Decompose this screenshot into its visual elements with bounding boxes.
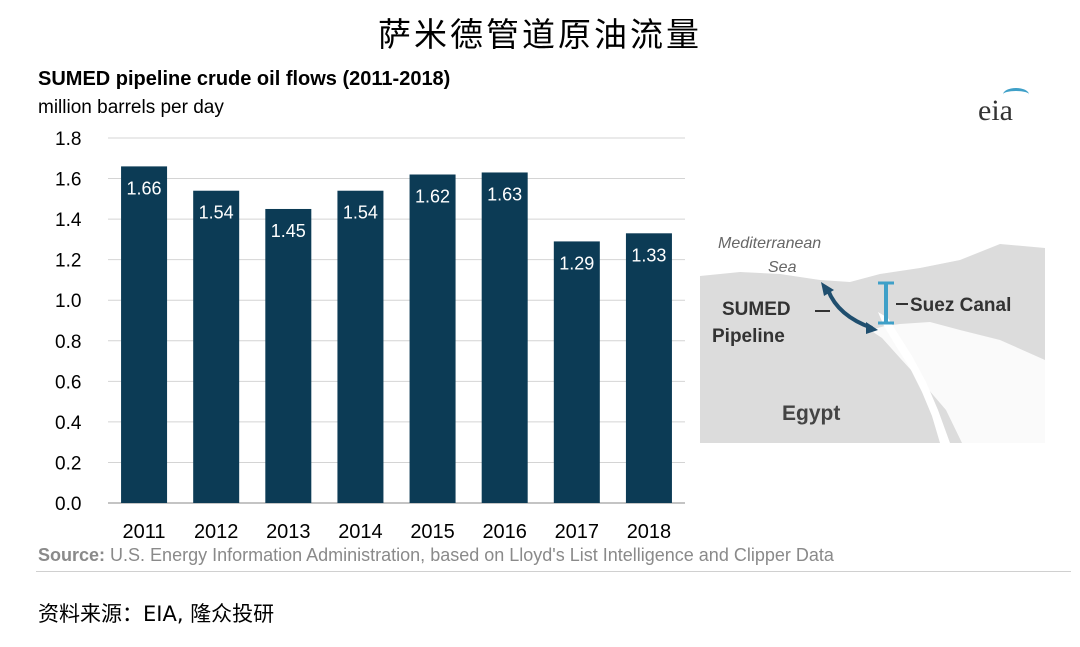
source-text: U.S. Energy Information Administration, … <box>110 545 834 565</box>
data-label: 1.54 <box>343 203 378 223</box>
map-red-sea <box>870 322 1045 443</box>
data-label: 1.29 <box>559 253 594 273</box>
chart-subtitle: million barrels per day <box>38 97 224 118</box>
map-sea-label-2: Sea <box>768 259 797 276</box>
page-title: 萨米德管道原油流量 <box>378 15 702 54</box>
bar <box>553 241 600 503</box>
cn-source-note: 资料来源：EIA, 隆众投研 <box>38 602 275 626</box>
map-canal-label: Suez Canal <box>910 295 1011 316</box>
bar <box>625 233 672 504</box>
suez-map: Mediterranean Sea SUMED Pipeline Suez Ca… <box>700 230 1045 443</box>
y-tick-label: 0.6 <box>55 372 81 393</box>
bar-chart: 0.0 0.2 0.4 0.6 0.8 1.0 1.2 1.4 1.6 1.8 1.66 2011 1.… <box>55 129 685 543</box>
source-label: Source: <box>38 545 106 565</box>
eia-logo: eia <box>978 94 1013 127</box>
map-pipeline-label: SUMED <box>722 299 791 320</box>
x-tick-label: 2011 <box>123 521 166 543</box>
bar <box>409 174 456 503</box>
x-tick-label: 2012 <box>194 521 239 543</box>
data-label: 1.33 <box>631 245 666 265</box>
y-tick-label: 1.2 <box>55 251 81 272</box>
bar <box>337 190 384 503</box>
map-pipeline-label-2: Pipeline <box>712 326 785 347</box>
map-pipeline-arrowhead-top <box>821 282 834 296</box>
divider <box>36 571 1071 572</box>
map-gulf-of-suez <box>878 312 950 443</box>
data-label: 1.63 <box>487 184 522 204</box>
y-tick-label: 0.0 <box>55 494 81 515</box>
data-label: 1.62 <box>415 187 450 207</box>
data-label: 1.54 <box>199 203 234 223</box>
map-pipeline-arrowhead-bottom <box>866 322 878 334</box>
source-note: Source: U.S. Energy Information Administ… <box>38 545 834 566</box>
bar <box>121 166 168 503</box>
x-tick-label: 2016 <box>482 521 527 543</box>
y-tick-label: 1.4 <box>55 210 82 231</box>
map-sea-label: Mediterranean <box>718 235 821 252</box>
data-label: 1.66 <box>127 178 162 198</box>
y-tick-label: 1.8 <box>55 129 81 150</box>
x-tick-label: 2013 <box>266 521 311 543</box>
y-tick-label: 1.0 <box>55 291 81 312</box>
y-tick-label: 1.6 <box>55 170 81 191</box>
y-tick-label: 0.2 <box>55 453 81 474</box>
bar <box>265 208 312 503</box>
bar <box>481 172 528 503</box>
y-tick-label: 0.4 <box>55 413 82 434</box>
y-tick-label: 0.8 <box>55 332 81 353</box>
map-country-label: Egypt <box>782 402 840 425</box>
map-sea <box>700 230 1045 282</box>
data-label: 1.45 <box>271 221 306 241</box>
eia-logo-swoosh <box>1003 88 1029 101</box>
bar <box>193 190 240 503</box>
x-tick-label: 2018 <box>627 521 672 543</box>
chart-title: SUMED pipeline crude oil flows (2011-201… <box>38 68 451 90</box>
x-tick-label: 2015 <box>410 521 455 543</box>
x-tick-label: 2017 <box>555 521 600 543</box>
x-tick-label: 2014 <box>338 521 383 543</box>
